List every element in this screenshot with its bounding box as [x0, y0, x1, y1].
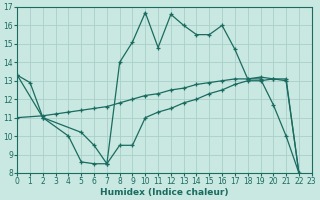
X-axis label: Humidex (Indice chaleur): Humidex (Indice chaleur)	[100, 188, 229, 197]
